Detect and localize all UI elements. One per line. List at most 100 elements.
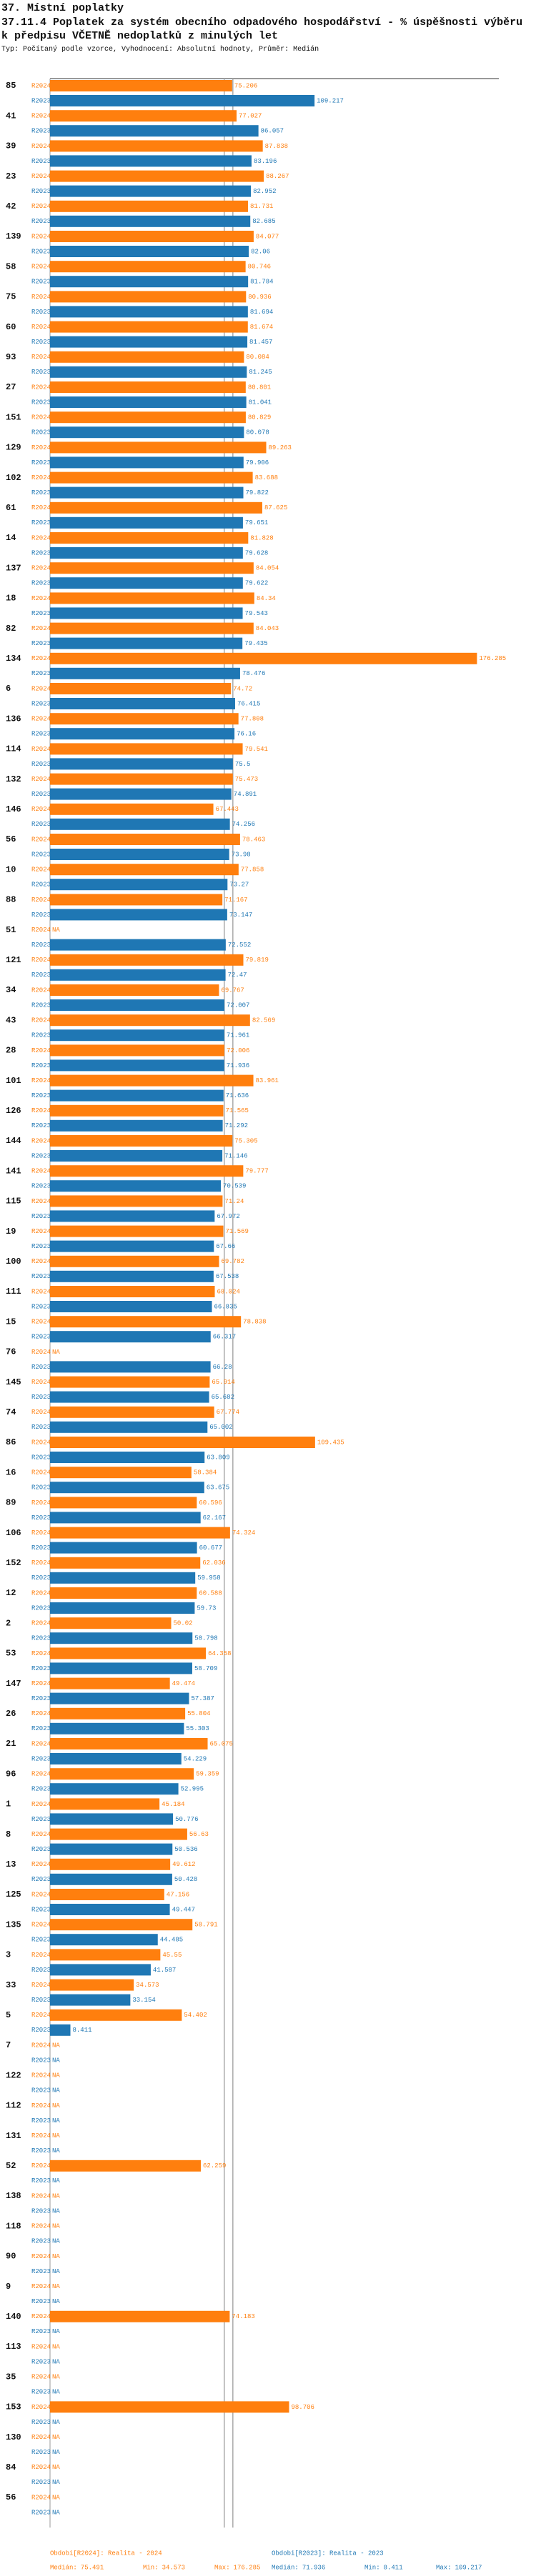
value-label: 75.5 [235,761,251,768]
series-label: R2024 [31,2192,51,2200]
value-label: 80.829 [248,414,271,421]
series-label: R2023 [31,2479,51,2486]
series-label: R2023 [31,670,51,677]
series-label: R2024 [31,565,51,572]
series-label: R2024 [31,1137,51,1144]
na-label: NA [52,2132,60,2140]
bar [50,456,244,469]
value-label: 74.891 [234,791,257,798]
group-label: 111 [6,1287,21,1297]
bar [50,954,244,966]
series-label: R2024 [31,1258,51,1265]
group-label: 58 [6,261,16,271]
bar [50,1662,192,1674]
bar [50,1527,230,1539]
bar [50,215,251,227]
group-label: 27 [6,382,16,392]
value-label: 79.628 [245,549,268,556]
series-label: R2023 [31,2027,51,2034]
series-label: R2023 [31,1092,51,1099]
series-label: R2024 [31,1409,51,1416]
bar [50,396,247,408]
series-label: R2023 [31,489,51,496]
bar [50,170,264,182]
series-label: R2023 [31,1635,51,1642]
series-label: R2023 [31,610,51,617]
bar [50,1889,164,1900]
na-label: NA [52,2207,60,2215]
value-label: 176.285 [479,655,506,662]
value-label: 52.995 [181,1786,204,1793]
series-label: R2024 [31,324,51,331]
na-label: NA [52,2449,60,2456]
value-label: 62.167 [203,1514,226,1522]
value-label: 73.147 [229,912,252,919]
value-label: 74.324 [232,1529,255,1537]
value-label: 45.184 [162,1801,184,1808]
series-label: R2023 [31,791,51,798]
group-label: 132 [6,774,21,784]
na-label: NA [52,2223,60,2230]
bar [50,1753,182,1764]
series-label: R2024 [31,1620,51,1627]
bar [50,894,223,906]
na-label: NA [52,2434,60,2441]
series-label: R2023 [31,1454,51,1461]
stat-label: Max: [436,2564,452,2571]
value-label: 81.784 [250,279,273,286]
group-label: 96 [6,1769,16,1779]
bar [50,2160,201,2172]
stat-label: Max: [214,2564,230,2571]
value-label: 54.402 [184,2012,207,2019]
value-label: 59.359 [196,1771,219,1778]
series-label: R2024 [31,504,51,511]
bar [50,246,249,257]
bar [50,2310,230,2322]
bar [50,1391,209,1403]
series-label: R2024 [31,1469,51,1477]
bar [50,1979,134,1991]
value-label: 71.292 [225,1122,248,1129]
na-label: NA [52,2268,60,2275]
group-label: 75 [6,292,16,302]
group-label: 23 [6,171,16,181]
value-label: 59.73 [197,1604,216,1612]
series-label: R2023 [31,2207,51,2215]
group-label: 93 [6,352,16,362]
bar [50,441,267,454]
value-label: 71.569 [226,1228,249,1235]
bar [50,306,248,318]
bar [50,803,214,815]
series-label: R2023 [31,1062,51,1069]
value-label: 71.961 [227,1032,249,1039]
group-label: 76 [6,1347,16,1357]
series-label: R2023 [31,2147,51,2155]
series-label: R2023 [31,2298,51,2305]
series-label: R2024 [31,2374,51,2381]
bar [50,1542,197,1554]
group-label: 6 [6,684,11,694]
value-label: 79.819 [245,957,268,964]
value-label: 81.041 [249,399,272,406]
value-label: 60.596 [199,1499,222,1507]
value-label: 81.245 [249,369,272,376]
series-label: R2024 [31,1168,51,1175]
value-label: 72.007 [227,1002,249,1009]
value-label: 74.256 [232,821,255,828]
series-label: R2024 [31,1499,51,1507]
series-label: R2024 [31,897,51,904]
value-label: 81.674 [250,324,273,331]
series-label: R2023 [31,882,51,889]
bar [50,1135,233,1147]
bar [50,1074,254,1087]
series-label: R2024 [31,444,51,451]
series-label: R2023 [31,1786,51,1793]
group-label: 140 [6,2312,21,2322]
bar [50,1044,225,1057]
series-label: R2023 [31,158,51,165]
bar [50,1572,196,1584]
group-label: 151 [6,412,21,422]
series-label: R2023 [31,1243,51,1250]
value-label: 50.536 [174,1846,197,1853]
